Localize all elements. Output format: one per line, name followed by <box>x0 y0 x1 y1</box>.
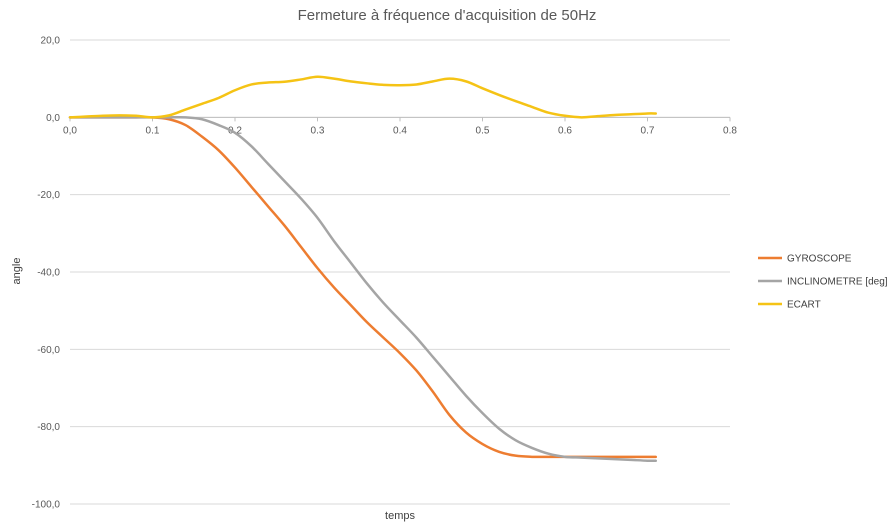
series-line-inclinometre-deg <box>68 115 657 462</box>
legend-label-gyroscope: GYROSCOPE <box>787 254 852 265</box>
y-tick-label: -20,0 <box>37 190 60 201</box>
x-tick-label: 0,0 <box>63 125 77 136</box>
chart-title: Fermeture à fréquence d'acquisition de 5… <box>298 7 597 24</box>
x-tick-label: 0.6 <box>558 125 572 136</box>
x-tick-label: 0.3 <box>311 125 325 136</box>
x-tick-label: 0.8 <box>723 125 737 136</box>
x-tick-label: 0.7 <box>641 125 655 136</box>
legend-label-ecart: ECART <box>787 300 821 311</box>
series-line-ecart <box>68 75 657 119</box>
x-tick-label: 0.2 <box>228 125 242 136</box>
y-axis-label: angle <box>11 258 23 285</box>
legend-label-inclinometre-deg: INCLINOMETRE [deg] <box>787 277 888 288</box>
y-tick-label: 0,0 <box>46 113 60 124</box>
y-tick-label: -40,0 <box>37 268 60 279</box>
x-tick-label: 0.4 <box>393 125 407 136</box>
y-tick-label: -100,0 <box>32 500 61 511</box>
series-line-gyroscope <box>68 115 657 459</box>
x-axis-label: temps <box>385 510 415 522</box>
gridlines <box>70 39 730 505</box>
y-tick-label: 20,0 <box>41 36 61 47</box>
series-lines <box>68 75 657 462</box>
x-axis: 0,0 0.1 0.2 0.3 0.4 0.5 0.6 0.7 0.8 <box>63 116 737 136</box>
y-tick-label: -60,0 <box>37 345 60 356</box>
y-axis: 20,0 0,0 -20,0 -40,0 -60,0 -80,0 -100,0 <box>32 36 61 511</box>
y-tick-label: -80,0 <box>37 422 60 433</box>
legend: GYROSCOPE INCLINOMETRE [deg] ECART <box>758 254 888 311</box>
x-tick-label: 0.5 <box>476 125 490 136</box>
x-tick-label: 0.1 <box>146 125 160 136</box>
